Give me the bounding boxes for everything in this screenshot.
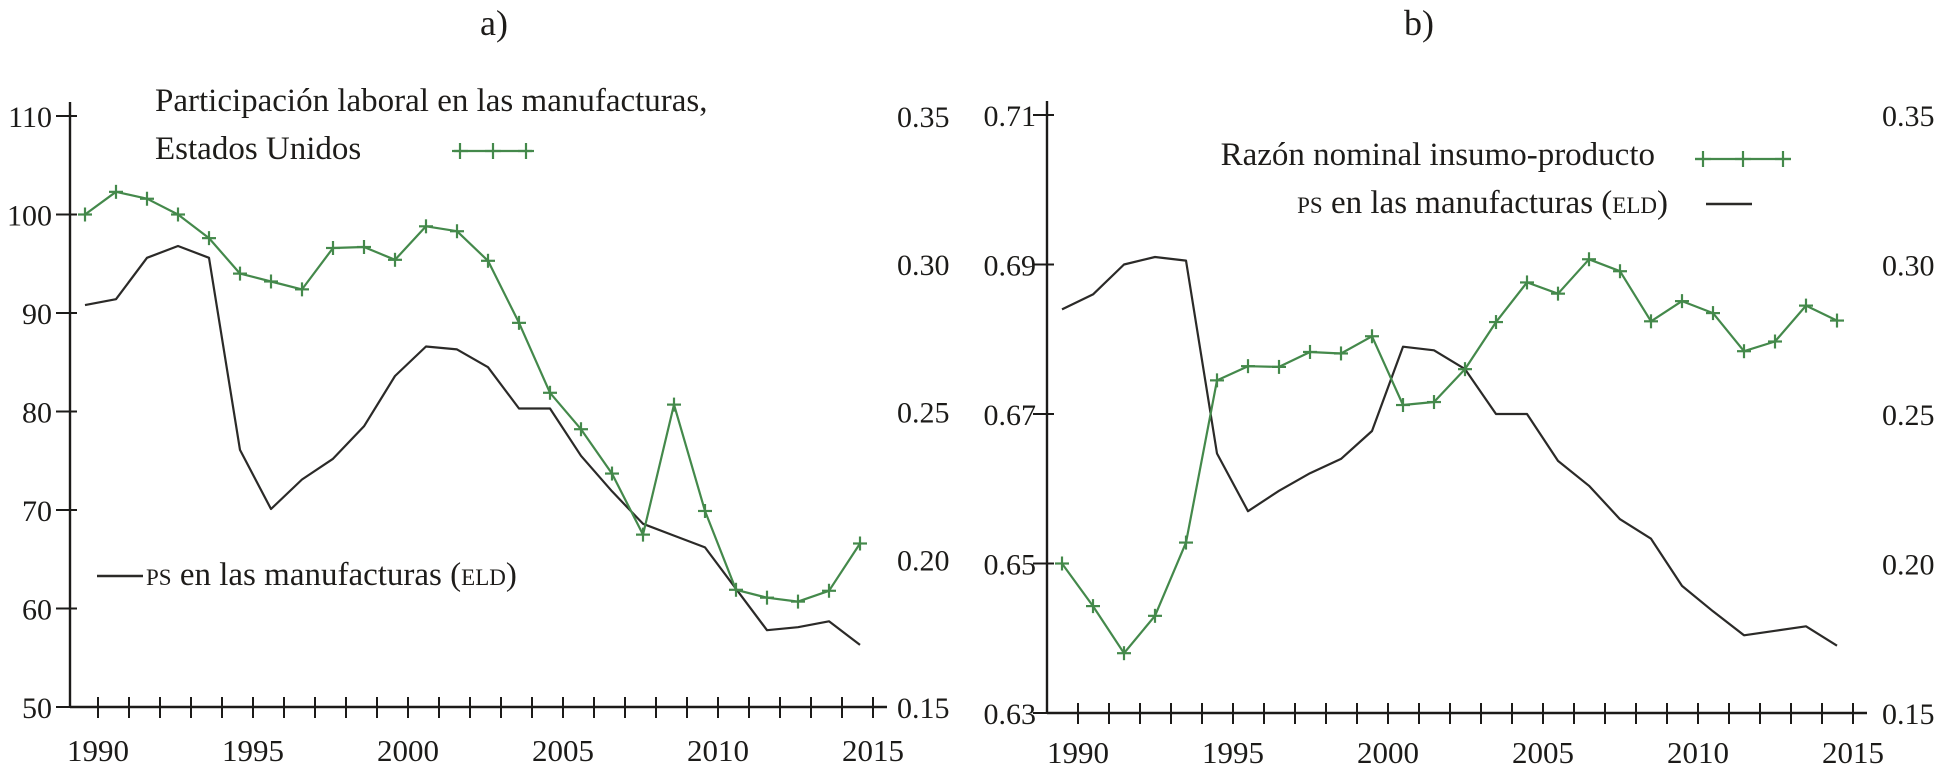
- y-axis-tick-label: 60: [22, 594, 52, 627]
- x-axis-tick-label: 2005: [1512, 735, 1574, 770]
- y-axis-tick-label: 100: [7, 200, 52, 233]
- y-axis-tick-label: 50: [22, 692, 52, 725]
- x-axis-tick-label: 1995: [222, 733, 284, 768]
- y-axis-tick-label: 0.69: [984, 250, 1037, 283]
- series-line-green: [84, 190, 861, 603]
- legend-b-black-label: ps en las manufacturas (eld): [1297, 185, 1668, 221]
- chart-panel-a: 50 60 70 80 90 100 110 0.15 0.20 0.25 0.30 0.35 1990…: [7, 101, 950, 768]
- right-axis-tick-label: 0.35: [1882, 100, 1935, 133]
- panel-a-title: a): [480, 3, 508, 43]
- chart-panel-b: 0.63 0.65 0.67 0.69 0.71 0.15 0.20 0.25 0.30 0.35…: [984, 100, 1935, 770]
- legend-b-green-label: Razón nominal insumo-producto: [1220, 137, 1655, 173]
- right-axis-tick-label: 0.35: [897, 101, 950, 134]
- x-axis-tick-label: 1995: [1202, 735, 1264, 770]
- right-axis-tick-label: 0.30: [897, 249, 950, 282]
- legend-a-black-sample-line: [97, 574, 143, 578]
- y-axis-tick-label: 90: [22, 298, 52, 331]
- x-axis-tick-label: 2015: [1822, 735, 1884, 770]
- legend-a-green-line2: Estados Unidos: [155, 131, 362, 167]
- right-axis-tick-label: 0.15: [897, 692, 950, 725]
- series-line-green: [1061, 258, 1838, 655]
- y-axis-tick-label: 80: [22, 397, 52, 430]
- legend-a-black-label: ps en las manufacturas (eld): [146, 557, 517, 593]
- x-axis-tick-label: 1990: [1047, 735, 1109, 770]
- series-line-black: [84, 244, 861, 646]
- right-axis-tick-label: 0.20: [1882, 549, 1935, 582]
- y-axis-tick-label: 0.71: [984, 100, 1037, 133]
- legend-a-black: ps en las manufacturas (eld): [97, 556, 517, 596]
- x-axis-tick-label: 2010: [1667, 735, 1729, 770]
- legend-b-black-sample-line: [1706, 202, 1752, 206]
- y-axis-tick-label: 0.63: [984, 698, 1037, 731]
- x-axis-tick-label: 2000: [1357, 735, 1419, 770]
- series-line-black: [1061, 255, 1838, 647]
- x-axis-tick-label: 1990: [67, 733, 129, 768]
- right-axis-tick-label: 0.15: [1882, 698, 1935, 731]
- right-axis-tick-label: 0.20: [897, 544, 950, 577]
- legend-a-green-sample-line: [452, 143, 534, 159]
- legend-a-green-line1: Participación laboral en las manufactura…: [155, 83, 708, 119]
- y-axis-tick-label: 0.67: [984, 399, 1037, 432]
- x-axis-tick-label: 2005: [532, 733, 594, 768]
- series-markers-green: [1055, 252, 1844, 661]
- right-axis-tick-label: 0.25: [1882, 399, 1935, 432]
- x-axis-tick-label: 2010: [687, 733, 749, 768]
- series-markers-green: [78, 184, 867, 609]
- x-axis-tick-label: 2015: [842, 733, 904, 768]
- legend-b-green-sample-line: [1695, 151, 1791, 167]
- y-axis-tick-label: 70: [22, 495, 52, 528]
- right-axis-tick-label: 0.30: [1882, 250, 1935, 283]
- panel-b-title: b): [1404, 3, 1434, 43]
- y-axis-tick-label: 0.65: [984, 549, 1037, 582]
- x-axis-tick-label: 2000: [377, 733, 439, 768]
- y-axis-tick-label: 110: [8, 101, 52, 134]
- right-axis-tick-label: 0.25: [897, 397, 950, 430]
